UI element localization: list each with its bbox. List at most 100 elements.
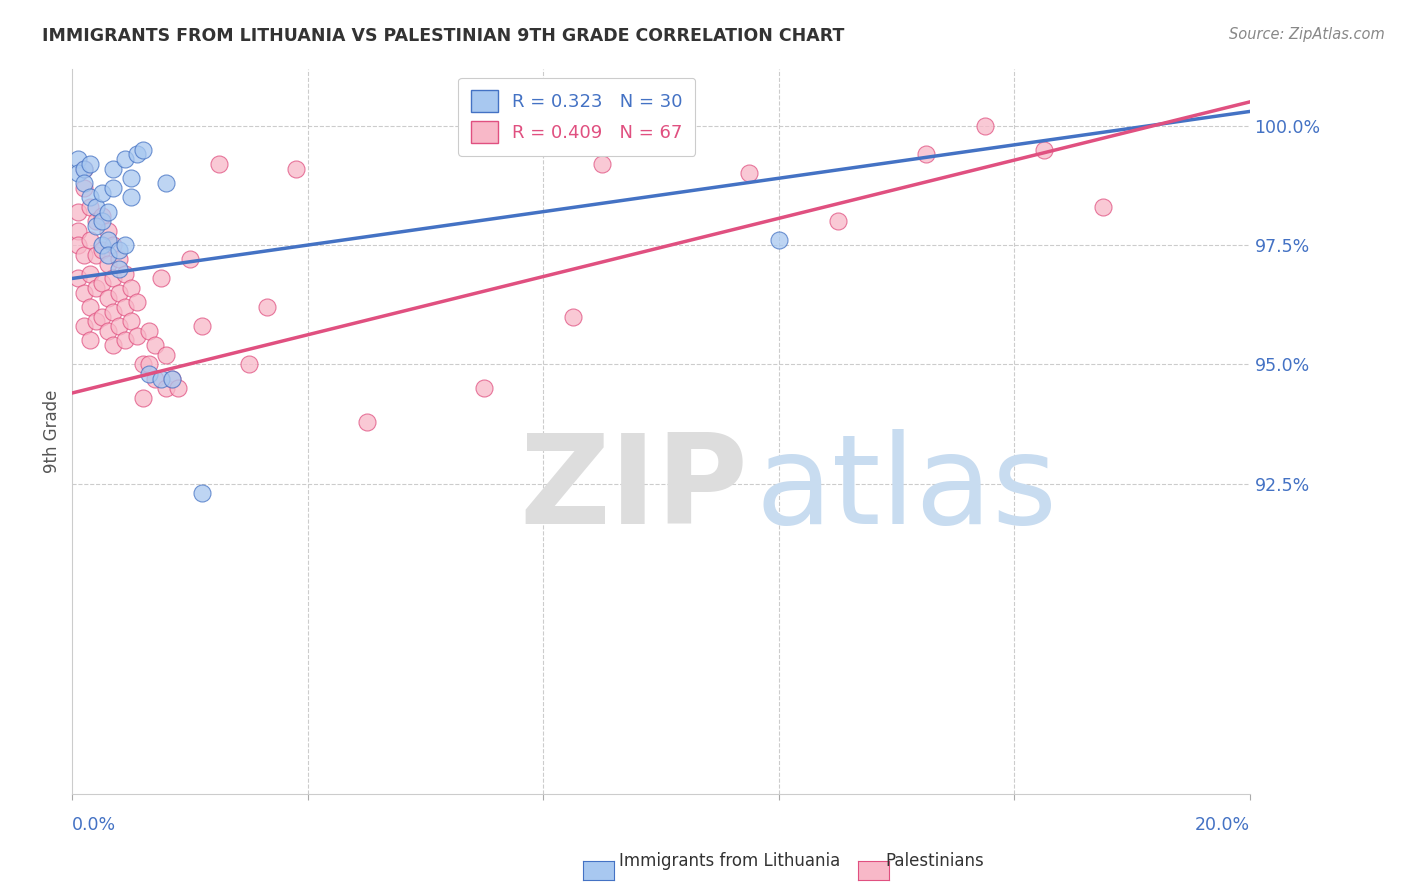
Point — [120, 314, 142, 328]
Text: 0.0%: 0.0% — [72, 815, 117, 833]
Point — [67, 152, 90, 166]
Point — [138, 367, 160, 381]
Point — [155, 348, 177, 362]
Point — [190, 486, 212, 500]
Point — [114, 238, 136, 252]
Point — [79, 300, 101, 314]
Point — [143, 372, 166, 386]
Point — [356, 415, 378, 429]
Point — [114, 152, 136, 166]
Point — [155, 176, 177, 190]
Point — [768, 233, 790, 247]
Text: atlas: atlas — [755, 429, 1057, 549]
Point — [96, 247, 118, 261]
Point — [79, 267, 101, 281]
Point — [67, 204, 90, 219]
Point — [79, 200, 101, 214]
Point — [132, 357, 155, 371]
Point — [120, 281, 142, 295]
Point — [149, 271, 172, 285]
Point — [90, 310, 112, 324]
Point — [96, 324, 118, 338]
Point — [138, 324, 160, 338]
Point — [84, 219, 107, 233]
Point — [79, 157, 101, 171]
Point — [132, 143, 155, 157]
Point — [79, 334, 101, 348]
Point — [132, 391, 155, 405]
Point — [96, 257, 118, 271]
Point — [73, 319, 96, 334]
Point — [208, 157, 231, 171]
Point — [120, 171, 142, 186]
Point — [96, 224, 118, 238]
Point — [103, 305, 125, 319]
Point — [149, 372, 172, 386]
Point — [114, 267, 136, 281]
Point — [90, 277, 112, 291]
Point — [103, 181, 125, 195]
Point — [103, 161, 125, 176]
Point — [96, 291, 118, 305]
Point — [167, 381, 190, 395]
Point — [162, 372, 184, 386]
Point — [67, 166, 90, 180]
Point — [79, 233, 101, 247]
Point — [96, 204, 118, 219]
Point — [90, 186, 112, 200]
Point — [79, 190, 101, 204]
Point — [143, 338, 166, 352]
Point — [1032, 143, 1054, 157]
Point — [90, 243, 112, 257]
Point — [120, 190, 142, 204]
Point — [472, 381, 495, 395]
Point — [103, 271, 125, 285]
Point — [125, 147, 148, 161]
Point — [125, 295, 148, 310]
Text: Immigrants from Lithuania: Immigrants from Lithuania — [619, 852, 839, 870]
Point — [114, 334, 136, 348]
Point — [84, 200, 107, 214]
Point — [103, 338, 125, 352]
Point — [155, 381, 177, 395]
Point — [915, 147, 938, 161]
Point — [114, 300, 136, 314]
Point — [591, 157, 613, 171]
Point — [103, 238, 125, 252]
Point — [162, 372, 184, 386]
Point — [73, 181, 96, 195]
Point — [90, 238, 112, 252]
Point — [738, 166, 761, 180]
Point — [73, 176, 96, 190]
Point — [827, 214, 849, 228]
Point — [84, 214, 107, 228]
Point — [1091, 200, 1114, 214]
Point — [96, 233, 118, 247]
Text: Source: ZipAtlas.com: Source: ZipAtlas.com — [1229, 27, 1385, 42]
Point — [67, 238, 90, 252]
Point — [108, 285, 131, 300]
Point — [84, 314, 107, 328]
Point — [84, 247, 107, 261]
Point — [108, 252, 131, 267]
Point — [67, 271, 90, 285]
Point — [108, 243, 131, 257]
Point — [190, 319, 212, 334]
Point — [73, 161, 96, 176]
Text: ZIP: ZIP — [520, 429, 748, 549]
Point — [108, 319, 131, 334]
Text: 20.0%: 20.0% — [1195, 815, 1250, 833]
Point — [973, 119, 995, 133]
Point — [561, 310, 583, 324]
Y-axis label: 9th Grade: 9th Grade — [44, 390, 60, 473]
Point — [125, 328, 148, 343]
Point — [238, 357, 260, 371]
Point — [90, 210, 112, 224]
Point — [84, 281, 107, 295]
Point — [73, 285, 96, 300]
Point — [67, 224, 90, 238]
Legend: R = 0.323   N = 30, R = 0.409   N = 67: R = 0.323 N = 30, R = 0.409 N = 67 — [458, 78, 696, 156]
Point — [90, 214, 112, 228]
Point — [179, 252, 201, 267]
Point — [138, 357, 160, 371]
